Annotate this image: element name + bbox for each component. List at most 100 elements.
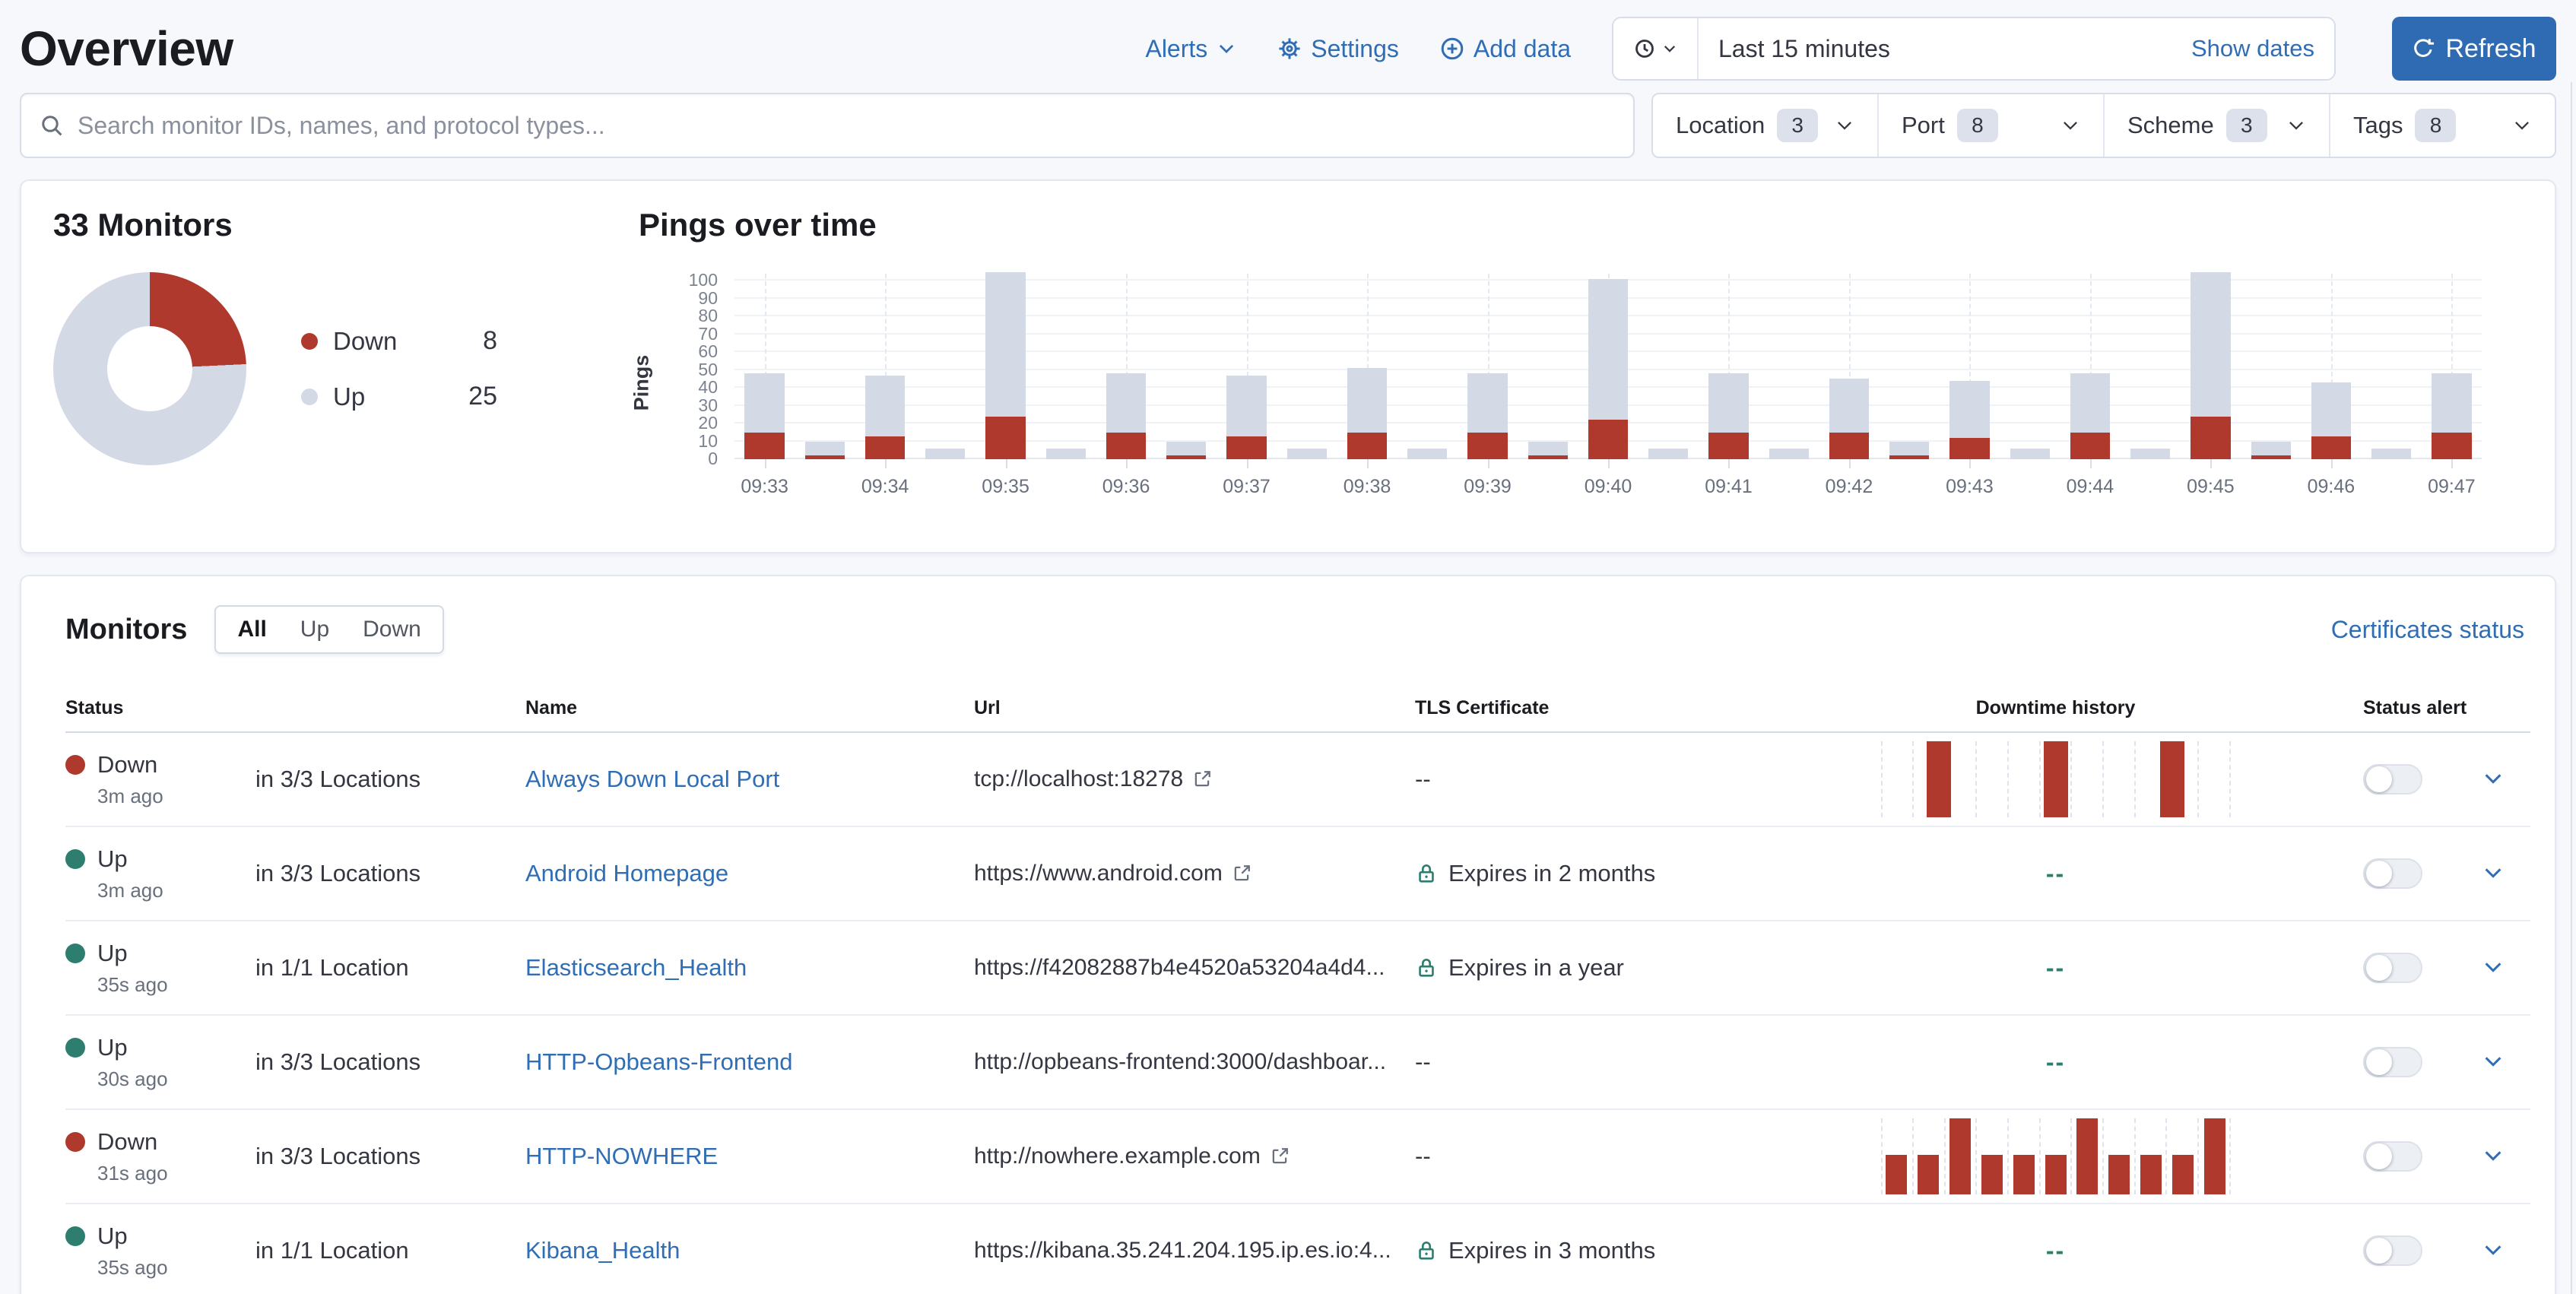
status-text: Up	[97, 939, 128, 966]
page-scrollbar[interactable]	[2571, 82, 2572, 1294]
column-header-status-alert: Status alert	[2363, 697, 2467, 718]
settings-label: Settings	[1311, 34, 1399, 62]
column-header-name: Name	[525, 697, 578, 718]
monitor-name-link[interactable]: HTTP-Opbeans-Frontend	[525, 1048, 793, 1075]
toggle-knob	[2366, 766, 2392, 792]
monitors-status-tabs: All Up Down	[214, 605, 444, 654]
tls-cell: --	[1415, 1143, 1431, 1169]
toggle-knob	[2366, 1049, 2392, 1075]
column-header-url: Url	[974, 697, 1001, 718]
chevron-down-icon	[2485, 1245, 2501, 1255]
pings-chart: Pings 0 10 20 30 40 50 60 70 80 90 100 09:33 09:34 09…	[630, 248, 2523, 515]
status-alert-toggle[interactable]	[2363, 858, 2422, 889]
monitor-name-link[interactable]: Always Down Local Port	[525, 766, 780, 792]
toggle-knob	[2366, 1143, 2392, 1169]
status-alert-toggle[interactable]	[2363, 953, 2422, 983]
external-link-icon	[1272, 1148, 1288, 1164]
tab-down[interactable]: Down	[363, 617, 421, 642]
down-status-dot	[65, 754, 85, 775]
monitor-name-link[interactable]: Elasticsearch_Health	[525, 954, 747, 981]
downtime-empty: --	[2045, 1236, 2066, 1264]
table-row: Up 35s ago in 1/1 Location Elasticsearch…	[65, 921, 2530, 1016]
downtime-history-cell: --	[1879, 1237, 2232, 1265]
url-text: http://nowhere.example.com	[974, 1143, 1261, 1169]
expand-row-button[interactable]	[2477, 1045, 2509, 1080]
alerts-label: Alerts	[1145, 34, 1208, 62]
downtime-history-cell: --	[1879, 1048, 2232, 1077]
toggle-knob	[2366, 1238, 2392, 1264]
status-text: Down	[97, 750, 158, 778]
expand-row-button[interactable]	[2477, 1140, 2509, 1174]
refresh-label: Refresh	[2445, 33, 2536, 63]
add-data-label: Add data	[1473, 34, 1571, 62]
url-cell[interactable]: http://opbeans-frontend:3000/dashboar...	[974, 1049, 1415, 1075]
monitors-title: Monitors	[65, 613, 188, 645]
snapshot-panel: 33 Monitors Down 8 Up 25 Pings over time…	[20, 179, 2556, 553]
filter-scheme[interactable]: Scheme 3	[2103, 94, 2329, 157]
tab-up[interactable]: Up	[300, 617, 330, 642]
status-alert-toggle[interactable]	[2363, 1235, 2422, 1266]
gear-icon	[1279, 38, 1300, 59]
chevron-down-icon	[2485, 1056, 2501, 1067]
downtime-empty: --	[2045, 859, 2066, 887]
chevron-down-icon	[2485, 773, 2501, 784]
external-link-icon	[1194, 771, 1211, 787]
legend-label: Up	[333, 382, 366, 411]
url-cell[interactable]: https://kibana.35.241.204.195.ip.es.io:4…	[974, 1238, 1415, 1264]
filter-tags[interactable]: Tags 8	[2329, 94, 2555, 157]
show-dates-link[interactable]: Show dates	[2191, 35, 2314, 62]
status-cell: Down 3m ago	[65, 751, 255, 808]
locations-cell: in 1/1 Location	[255, 954, 409, 981]
last-check-time: 3m ago	[97, 784, 163, 807]
chevron-down-icon	[2485, 867, 2501, 878]
alerts-menu[interactable]: Alerts	[1145, 35, 1236, 63]
status-alert-toggle[interactable]	[2363, 764, 2422, 794]
status-cell: Up 30s ago	[65, 1034, 255, 1091]
url-cell[interactable]: https://www.android.com	[974, 861, 1415, 886]
expand-row-button[interactable]	[2477, 763, 2509, 797]
url-cell[interactable]: http://nowhere.example.com	[974, 1143, 1415, 1169]
chevron-down-icon	[1664, 46, 1676, 52]
search-input[interactable]	[78, 111, 1615, 140]
expand-row-button[interactable]	[2477, 951, 2509, 985]
legend-item-down: Down 8	[301, 326, 497, 356]
chevron-down-icon	[2064, 122, 2077, 130]
plus-circle-icon	[1441, 37, 1464, 60]
downtime-history-cell	[1879, 1118, 2232, 1194]
downtime-sparkline	[1880, 741, 2231, 817]
tls-expiry-text: Expires in 3 months	[1448, 1237, 1656, 1264]
search-box	[20, 93, 1635, 158]
url-text: tcp://localhost:18278	[974, 766, 1184, 791]
add-data-button[interactable]: Add data	[1440, 35, 1571, 63]
legend-value: 8	[483, 326, 497, 355]
monitor-name-link[interactable]: HTTP-NOWHERE	[525, 1143, 719, 1169]
monitor-name-link[interactable]: Kibana_Health	[525, 1237, 680, 1264]
monitor-name-link[interactable]: Android Homepage	[525, 860, 729, 886]
up-status-dot	[65, 1226, 85, 1246]
expand-row-button[interactable]	[2477, 857, 2509, 891]
legend-value: 25	[468, 382, 497, 411]
locations-cell: in 3/3 Locations	[255, 1048, 421, 1075]
filter-location[interactable]: Location 3	[1653, 94, 1877, 157]
filter-port[interactable]: Port 8	[1877, 94, 2103, 157]
search-filter-row: Location 3 Port 8 Scheme 3 Tags 8	[0, 93, 2576, 158]
quick-select-time-button[interactable]	[1613, 18, 1699, 79]
locations-cell: in 3/3 Locations	[255, 1143, 421, 1169]
donut-legend: Down 8 Up 25	[301, 326, 497, 411]
locations-cell: in 3/3 Locations	[255, 860, 421, 886]
refresh-button[interactable]: Refresh	[2392, 17, 2556, 81]
filter-label: Location	[1676, 112, 1765, 138]
time-range-value[interactable]: Last 15 minutes	[1718, 34, 1890, 62]
certificates-status-link[interactable]: Certificates status	[2330, 615, 2524, 643]
status-alert-toggle[interactable]	[2363, 1047, 2422, 1077]
status-alert-cell	[2232, 1141, 2476, 1172]
tls-expiry-text: Expires in 2 months	[1448, 860, 1656, 886]
settings-button[interactable]: Settings	[1277, 35, 1399, 63]
url-cell[interactable]: https://f42082887b4e4520a53204a4d4...	[974, 955, 1415, 981]
pings-plot-area: 0 10 20 30 40 50 60 70 80 90 100 09:33 09:34 09:35 09:…	[689, 270, 2482, 497]
status-alert-toggle[interactable]	[2363, 1141, 2422, 1172]
tab-all[interactable]: All	[237, 617, 267, 642]
expand-row-button[interactable]	[2477, 1234, 2509, 1268]
url-cell[interactable]: tcp://localhost:18278	[974, 766, 1415, 792]
tls-cell: Expires in a year	[1415, 954, 1879, 982]
